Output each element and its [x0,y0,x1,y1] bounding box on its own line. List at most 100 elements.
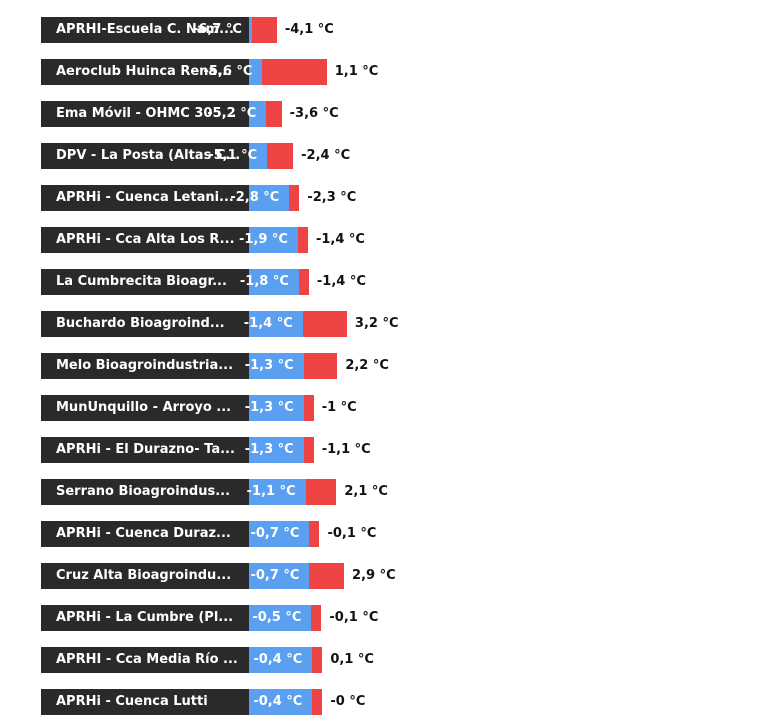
min-temp-value: -5,2 °C [207,106,257,121]
min-temp-value: -1,9 °C [238,232,288,247]
max-temp-value: 0,1 °C [330,652,374,667]
min-temp-bar [249,227,298,253]
station-row: Aeroclub Huinca Rena... -5,6 °C 1,1 °C [0,59,767,85]
min-temp-bar [249,101,267,127]
station-row: Cruz Alta Bioagroindu... -0,7 °C 2,9 °C [0,563,767,589]
max-temp-bar [309,521,320,547]
max-temp-value: 2,9 °C [352,568,396,583]
station-row: Ema Móvil - OHMC 305... -5,2 °C -3,6 °C [0,101,767,127]
min-temp-value: -1,3 °C [244,358,294,373]
max-temp-bar [267,143,294,169]
max-temp-value: -4,1 °C [284,22,334,37]
min-temp-value: -0,7 °C [250,526,300,541]
max-temp-bar [266,101,282,127]
station-row: APRHI-Escuela C. Nam... -6,7 °C -4,1 °C [0,17,767,43]
min-temp-value: -0,5 °C [252,610,302,625]
min-temp-value: -0,7 °C [250,568,300,583]
min-temp-value: -6,7 °C [192,22,242,37]
station-label: Buchardo Bioagroind... [41,311,249,337]
station-row: Melo Bioagroindustria... -1,3 °C 2,2 °C [0,353,767,379]
min-temp-value: -1,3 °C [244,400,294,415]
min-temp-bar [249,185,290,211]
min-temp-value: -5,1 °C [208,148,258,163]
min-temp-bar [249,689,313,715]
station-label: Aeroclub Huinca Rena... [41,59,249,85]
station-row: DPV - La Posta (Altas C... -5,1 °C -2,4 °C [0,143,767,169]
station-label: Cruz Alta Bioagroindu... [41,563,249,589]
station-label: APRHi - Cca Alta Los R... [41,227,249,253]
max-temp-value: -0,1 °C [327,526,377,541]
station-row: APRHi - Cuenca Duraz... -0,7 °C -0,1 °C [0,521,767,547]
min-temp-bar [249,17,252,43]
max-temp-value: 2,2 °C [345,358,389,373]
station-row: APRHi - El Durazno- Ta... -1,3 °C -1,1 °C [0,437,767,463]
max-temp-bar [303,353,338,379]
max-temp-bar [303,437,314,463]
min-temp-value: -0,4 °C [253,694,303,709]
station-row: APRHi - Cca Alta Los R... -1,9 °C -1,4 °C [0,227,767,253]
max-temp-value: -1,1 °C [321,442,371,457]
max-temp-bar [309,563,345,589]
max-temp-bar [311,605,322,631]
station-row: Buchardo Bioagroind... -1,4 °C 3,2 °C [0,311,767,337]
max-temp-bar [303,395,314,421]
station-row: La Cumbrecita Bioagr... -1,8 °C -1,4 °C [0,269,767,295]
max-temp-value: 3,2 °C [354,316,399,331]
station-label: APRHI - Cca Media Río ... [41,647,249,673]
min-temp-value: -0,4 °C [253,652,303,667]
station-label: APRHi - Cuenca Lutti [41,689,249,715]
station-label: Ema Móvil - OHMC 305... [41,101,249,127]
station-label: APRHI-Escuela C. Nam... [41,17,249,43]
min-temp-value: -5,6 °C [203,64,253,79]
max-temp-value: 2,1 °C [344,484,388,499]
max-temp-bar [302,311,347,337]
max-temp-bar [312,647,323,673]
max-temp-value: -0 °C [330,694,366,709]
min-temp-bar [249,353,304,379]
min-temp-bar [249,269,299,295]
station-label: APRHi - Cuenca Duraz... [41,521,249,547]
station-label: APRHi - Cuenca Letani... [41,185,249,211]
min-temp-bar [249,59,263,85]
station-label: La Cumbrecita Bioagr... [41,269,249,295]
station-row: APRHi - Cuenca Lutti -0,4 °C -0 °C [0,689,767,715]
min-temp-value: -1,8 °C [239,274,289,289]
max-temp-bar [289,185,300,211]
max-temp-value: -2,3 °C [307,190,357,205]
min-temp-bar [249,563,310,589]
station-label: MunUnquillo - Arroyo ... [41,395,249,421]
station-row: Serrano Bioagroindus... -1,1 °C 2,1 °C [0,479,767,505]
min-temp-bar [249,605,312,631]
max-temp-value: -1 °C [321,400,357,415]
min-temp-value: -2,8 °C [230,190,280,205]
min-temp-bar [249,143,268,169]
min-temp-bar [249,437,304,463]
max-temp-bar [262,59,327,85]
max-temp-value: -2,4 °C [301,148,351,163]
min-temp-bar [249,521,310,547]
station-row: APRHi - Cuenca Letani... -2,8 °C -2,3 °C [0,185,767,211]
station-label: Melo Bioagroindustria... [41,353,249,379]
max-temp-bar [298,269,309,295]
station-label: Serrano Bioagroindus... [41,479,249,505]
max-temp-value: -0,1 °C [329,610,379,625]
max-temp-value: -1,4 °C [315,232,365,247]
min-temp-value: -1,1 °C [246,484,296,499]
max-temp-value: -1,4 °C [316,274,366,289]
station-row: APRHi - La Cumbre (Pl... -0,5 °C -0,1 °C [0,605,767,631]
min-temp-value: -1,4 °C [243,316,293,331]
max-temp-value: 1,1 °C [334,64,379,79]
min-temp-value: -1,3 °C [244,442,294,457]
station-row: APRHI - Cca Media Río ... -0,4 °C 0,1 °C [0,647,767,673]
min-temp-bar [249,395,304,421]
min-temp-bar [249,311,303,337]
min-temp-bar [249,647,313,673]
max-temp-bar [251,17,277,43]
max-temp-bar [297,227,308,253]
station-row: MunUnquillo - Arroyo ... -1,3 °C -1 °C [0,395,767,421]
min-temp-bar [249,479,306,505]
station-label: APRHi - La Cumbre (Pl... [41,605,249,631]
max-temp-bar [312,689,323,715]
station-label: APRHi - El Durazno- Ta... [41,437,249,463]
